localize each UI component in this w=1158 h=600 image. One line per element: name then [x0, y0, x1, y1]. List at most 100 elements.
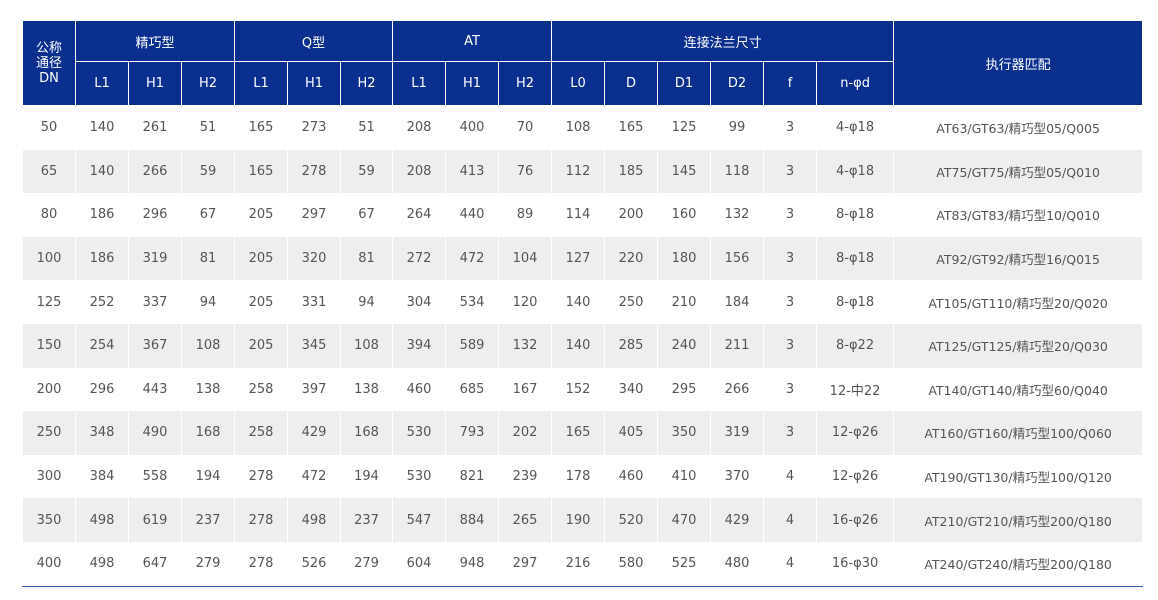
- header-sub-n-φd: n-φd: [816, 61, 895, 106]
- table-cell: 220: [604, 236, 659, 281]
- header-sub-d: D: [604, 61, 659, 106]
- table-cell: 525: [657, 541, 712, 587]
- table-cell: 152: [551, 367, 606, 412]
- header-sub-h1: H1: [445, 61, 500, 106]
- table-cell: 530: [392, 454, 447, 499]
- table-cell: 319: [710, 411, 765, 455]
- table-cell: 4: [763, 541, 818, 587]
- header-sub-f: f: [763, 61, 818, 106]
- table-cell: 460: [392, 367, 447, 412]
- table-cell: 168: [340, 411, 394, 455]
- table-cell: 165: [234, 105, 289, 150]
- table-cell: 167: [498, 367, 553, 412]
- table-cell: 264: [392, 193, 447, 237]
- table-cell: 118: [710, 149, 765, 194]
- table-cell: 70: [498, 105, 553, 150]
- table-cell: 67: [340, 193, 394, 237]
- table-cell: 558: [128, 454, 182, 499]
- table-cell: 12-φ26: [816, 411, 895, 455]
- table-cell: 4-φ18: [816, 105, 895, 150]
- table-cell: 165: [604, 105, 659, 150]
- table-cell: 194: [180, 454, 236, 499]
- table-cell: 8-φ18: [816, 193, 895, 237]
- table-cell: 8-φ22: [816, 323, 895, 368]
- table-cell: 12-φ26: [816, 454, 895, 499]
- table-cell: 112: [551, 149, 606, 194]
- table-cell: 184: [710, 280, 765, 324]
- table-cell: 472: [445, 236, 500, 281]
- table-row: 250 348 490 168 258 429 168 530 793 202 165 405 350 3…: [22, 411, 1144, 455]
- cell-actuator: AT210/GT210/精巧型200/Q180: [893, 498, 1144, 542]
- cell-actuator: AT140/GT140/精巧型60/Q040: [893, 367, 1144, 412]
- table-cell: 108: [180, 323, 236, 368]
- table-cell: 81: [340, 236, 394, 281]
- cell-dn: 80: [22, 193, 76, 237]
- cell-actuator: AT240/GT240/精巧型200/Q180: [893, 541, 1144, 587]
- table-cell: 250: [604, 280, 659, 324]
- cell-dn: 250: [22, 411, 76, 455]
- table-cell: 89: [498, 193, 553, 237]
- table-cell: 278: [234, 454, 289, 499]
- table-cell: 278: [234, 498, 289, 542]
- table-cell: 99: [710, 105, 765, 150]
- table-cell: 186: [75, 236, 129, 281]
- table-row: 400 498 647 279 278 526 279 604 948 297 216 580 525 4…: [22, 541, 1144, 587]
- table-cell: 138: [340, 367, 394, 412]
- table-cell: 200: [604, 193, 659, 237]
- table-cell: 278: [287, 149, 342, 194]
- table-cell: 4: [763, 454, 818, 499]
- table-cell: 498: [75, 541, 129, 587]
- cell-dn: 300: [22, 454, 76, 499]
- table-cell: 498: [75, 498, 129, 542]
- table-cell: 279: [340, 541, 394, 587]
- table-cell: 319: [128, 236, 182, 281]
- table-row: 65 140 266 59 165 278 59 208 413 76 112 185 145 118 3 4…: [22, 149, 1144, 194]
- table-cell: 534: [445, 280, 500, 324]
- table-cell: 205: [234, 193, 289, 237]
- table-cell: 405: [604, 411, 659, 455]
- table-cell: 8-φ18: [816, 236, 895, 281]
- table-cell: 278: [234, 541, 289, 587]
- table-cell: 3: [763, 280, 818, 324]
- table-cell: 367: [128, 323, 182, 368]
- table-cell: 145: [657, 149, 712, 194]
- header-group-compact: 精巧型: [74, 20, 236, 62]
- cell-actuator: AT63/GT63/精巧型05/Q005: [893, 105, 1144, 150]
- table-cell: 3: [763, 323, 818, 368]
- table-row: 300 384 558 194 278 472 194 530 821 239 178 460 410 3…: [22, 454, 1144, 499]
- table-cell: 208: [392, 105, 447, 150]
- table-cell: 127: [551, 236, 606, 281]
- header-group-q: Q型: [234, 20, 394, 62]
- table-cell: 94: [340, 280, 394, 324]
- table-cell: 490: [128, 411, 182, 455]
- table-cell: 252: [75, 280, 129, 324]
- table-cell: 185: [604, 149, 659, 194]
- table-cell: 348: [75, 411, 129, 455]
- table-cell: 138: [180, 367, 236, 412]
- cell-dn: 65: [22, 149, 76, 194]
- table-cell: 526: [287, 541, 342, 587]
- table-cell: 254: [75, 323, 129, 368]
- table-cell: 205: [234, 323, 289, 368]
- table-cell: 4: [763, 498, 818, 542]
- table-cell: 120: [498, 280, 553, 324]
- table-row: 100 186 319 81 205 320 81 272 472 104 127 220 180 156…: [22, 236, 1144, 281]
- header-sub-l1: L1: [392, 61, 447, 106]
- table-cell: 67: [180, 193, 236, 237]
- table-cell: 266: [710, 367, 765, 412]
- table-cell: 132: [498, 323, 553, 368]
- table-cell: 51: [180, 105, 236, 150]
- cell-actuator: AT83/GT83/精巧型10/Q010: [893, 193, 1144, 237]
- table-cell: 76: [498, 149, 553, 194]
- table-cell: 16-φ30: [816, 541, 895, 587]
- table-cell: 81: [180, 236, 236, 281]
- table-cell: 384: [75, 454, 129, 499]
- table-cell: 59: [340, 149, 394, 194]
- table-cell: 297: [287, 193, 342, 237]
- table-cell: 279: [180, 541, 236, 587]
- table-cell: 132: [710, 193, 765, 237]
- table-cell: 397: [287, 367, 342, 412]
- header-sub-d1: D1: [657, 61, 712, 106]
- table-row: 80 186 296 67 205 297 67 264 440 89 114 200 160 132 3 8…: [22, 193, 1144, 237]
- table-cell: 205: [234, 280, 289, 324]
